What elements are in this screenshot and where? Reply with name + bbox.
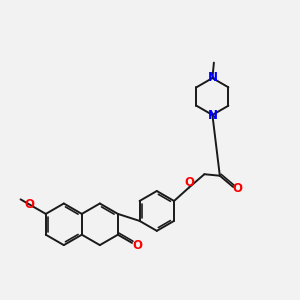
Text: O: O	[25, 198, 34, 211]
Text: N: N	[207, 71, 218, 84]
Text: N: N	[207, 109, 218, 122]
Text: O: O	[233, 182, 243, 195]
Text: O: O	[184, 176, 194, 189]
Text: O: O	[132, 239, 142, 252]
